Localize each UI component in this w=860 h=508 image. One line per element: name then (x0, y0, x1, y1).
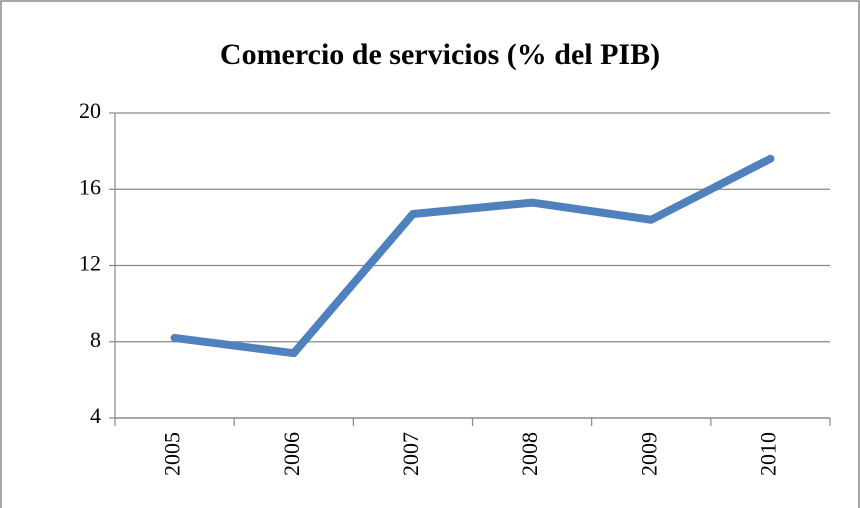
y-tick-label: 20 (79, 98, 101, 123)
x-tick-label: 2005 (160, 432, 185, 476)
x-tick-label: 2010 (755, 432, 780, 476)
y-tick-label: 12 (79, 251, 101, 276)
line-series (170, 154, 775, 358)
y-tick-label: 8 (90, 327, 101, 352)
y-tick-label: 4 (90, 403, 101, 428)
y-tick-label: 16 (79, 174, 101, 199)
x-tick-label: 2007 (398, 432, 423, 476)
x-tick-label: 2009 (636, 432, 661, 476)
chart-title: Comercio de servicios (% del PIB) (220, 38, 660, 71)
x-tick-label: 2006 (279, 432, 304, 476)
x-tick-label: 2008 (517, 432, 542, 476)
